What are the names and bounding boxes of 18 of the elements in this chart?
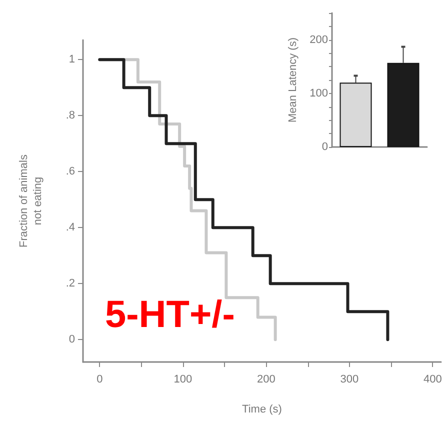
y-tick-label: .8 bbox=[66, 110, 75, 122]
x-tick-label: 100 bbox=[174, 374, 192, 386]
y-tick-label: .4 bbox=[66, 222, 75, 234]
y-tick-label: 0 bbox=[68, 334, 75, 346]
y-tick-label: .2 bbox=[66, 278, 75, 290]
x-tick-label: 0 bbox=[96, 374, 103, 386]
y-axis-title: Fraction of animals not eating bbox=[18, 154, 44, 248]
y-axis-title: Mean Latency (s) bbox=[287, 38, 300, 122]
y-tick-label: 100 bbox=[310, 87, 328, 100]
x-tick-label: 400 bbox=[423, 374, 442, 386]
y-tick-label: 1 bbox=[68, 54, 75, 66]
annotation: 5-HT+/- bbox=[105, 294, 235, 336]
x-tick-label: 200 bbox=[256, 374, 276, 386]
y-tick-label: .6 bbox=[66, 166, 75, 178]
x-tick-label: 300 bbox=[340, 374, 359, 386]
x-axis-title: Time (s) bbox=[242, 404, 282, 416]
y-tick-label: 200 bbox=[310, 34, 328, 46]
y-tick-label: 0 bbox=[322, 141, 328, 153]
